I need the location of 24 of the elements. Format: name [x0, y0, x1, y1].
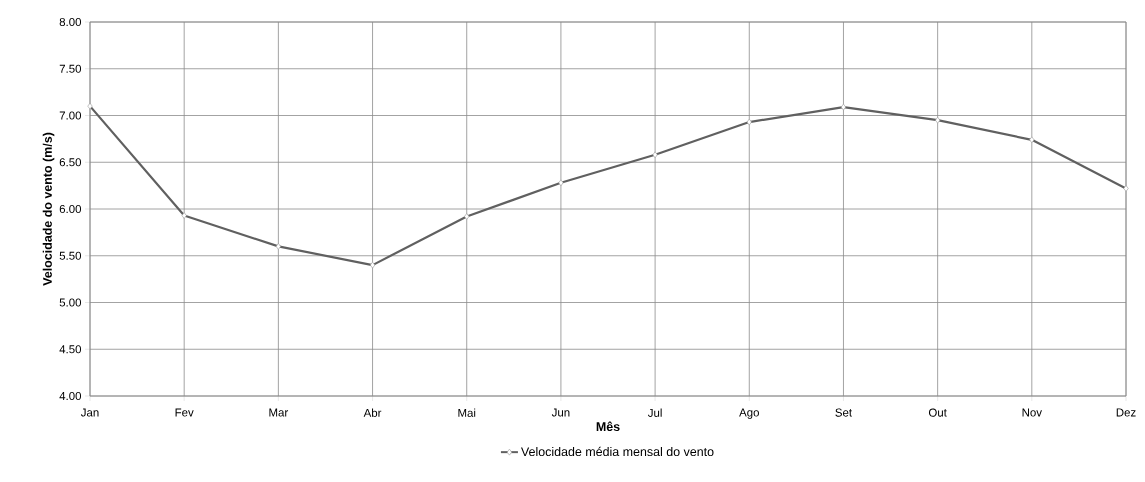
- x-tick-label: Jan: [80, 408, 99, 417]
- x-axis-title: Mês: [596, 421, 620, 432]
- y-tick-label: 5.00: [59, 298, 82, 307]
- x-tick-label: Mar: [269, 408, 289, 417]
- x-tick-label: Dez: [1116, 408, 1136, 417]
- y-tick-label: 7.50: [59, 64, 82, 73]
- x-tick-label: Jun: [551, 408, 570, 417]
- x-tick-label: Nov: [1022, 408, 1042, 417]
- x-tick-label: Ago: [739, 408, 759, 419]
- x-tick-label: Fev: [175, 408, 194, 417]
- y-tick-label: 8.00: [59, 17, 82, 27]
- y-tick-label: 4.50: [59, 345, 82, 354]
- y-tick-label: 6.00: [59, 204, 82, 214]
- y-tick-label: 4.00: [59, 391, 82, 401]
- x-tick-label: Abr: [363, 408, 382, 417]
- x-tick-label: Jul: [647, 408, 662, 417]
- legend-label: Velocidade média mensal do vento: [520, 446, 714, 457]
- y-axis-title: Velocidade do vento (m/s): [42, 132, 55, 286]
- y-tick-label: 7.00: [59, 111, 82, 120]
- x-tick-label: Mai: [458, 408, 476, 417]
- y-tick-label: 5.50: [59, 251, 82, 260]
- y-tick-label: 6.50: [59, 158, 82, 167]
- x-tick-label: Out: [928, 408, 947, 417]
- x-tick-label: Set: [835, 408, 852, 417]
